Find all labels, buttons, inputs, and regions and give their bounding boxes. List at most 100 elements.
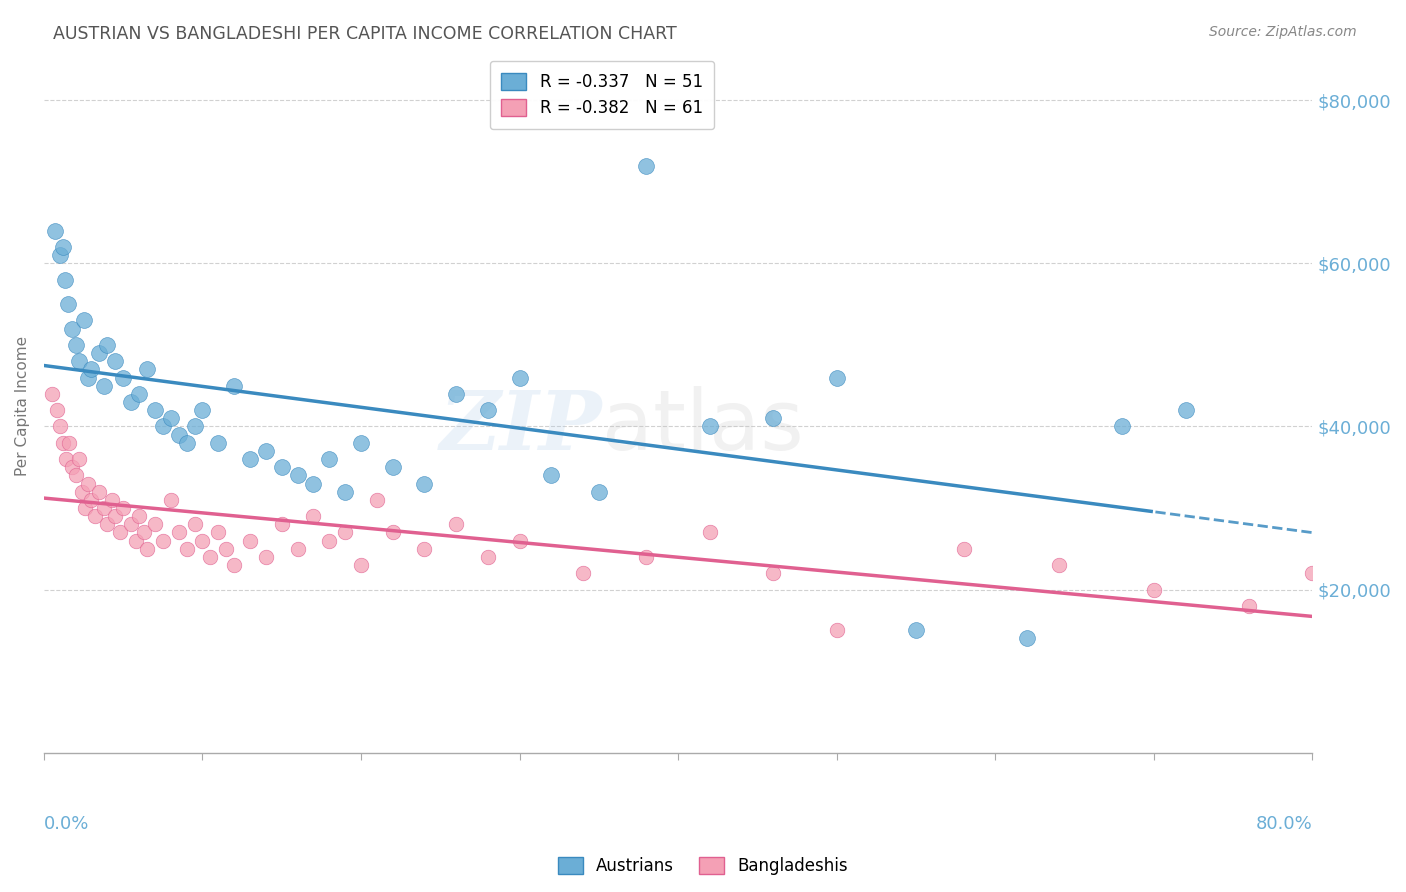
Bangladeshis — [67, 452, 90, 467]
Legend: R = -0.337   N = 51, R = -0.382   N = 61: R = -0.337 N = 51, R = -0.382 N = 61 — [489, 61, 714, 129]
Bangladeshis — [444, 517, 467, 532]
Bangladeshis — [159, 492, 181, 507]
Austrians — [77, 370, 100, 384]
Text: 80.0%: 80.0% — [1256, 815, 1312, 833]
Austrians — [509, 370, 531, 384]
Bangladeshis — [1143, 582, 1166, 597]
Austrians — [52, 240, 75, 254]
Bangladeshis — [1047, 558, 1070, 572]
Bangladeshis — [112, 501, 135, 516]
Text: atlas: atlas — [602, 386, 804, 467]
Austrians — [904, 624, 927, 638]
Austrians — [350, 435, 373, 450]
Austrians — [636, 159, 658, 173]
Austrians — [1174, 403, 1197, 417]
Austrians — [176, 435, 198, 450]
Austrians — [444, 387, 467, 401]
Bangladeshis — [1301, 566, 1323, 581]
Austrians — [167, 427, 190, 442]
Austrians — [80, 362, 103, 376]
Bangladeshis — [191, 533, 214, 548]
Bangladeshis — [58, 435, 80, 450]
Bangladeshis — [62, 460, 84, 475]
Austrians — [93, 378, 115, 392]
Bangladeshis — [636, 549, 658, 564]
Bangladeshis — [270, 517, 292, 532]
Austrians — [65, 338, 87, 352]
Austrians — [191, 403, 214, 417]
Austrians — [67, 354, 90, 368]
Austrians — [152, 419, 174, 434]
Bangladeshis — [125, 533, 148, 548]
Text: AUSTRIAN VS BANGLADESHI PER CAPITA INCOME CORRELATION CHART: AUSTRIAN VS BANGLADESHI PER CAPITA INCOM… — [53, 25, 678, 43]
Bangladeshis — [413, 541, 436, 556]
Bangladeshis — [381, 525, 404, 540]
Austrians — [143, 403, 166, 417]
Bangladeshis — [96, 517, 118, 532]
Text: Source: ZipAtlas.com: Source: ZipAtlas.com — [1209, 25, 1357, 39]
Bangladeshis — [70, 484, 93, 499]
Austrians — [1015, 632, 1038, 646]
Austrians — [89, 346, 111, 360]
Text: ZIP: ZIP — [440, 387, 602, 467]
Bangladeshis — [287, 541, 309, 556]
Bangladeshis — [224, 558, 246, 572]
Bangladeshis — [75, 501, 97, 516]
Austrians — [381, 460, 404, 475]
Austrians — [239, 452, 262, 467]
Bangladeshis — [128, 509, 150, 524]
Austrians — [254, 444, 277, 458]
Austrians — [318, 452, 340, 467]
Bangladeshis — [83, 509, 105, 524]
Bangladeshis — [207, 525, 229, 540]
Bangladeshis — [239, 533, 262, 548]
Bangladeshis — [176, 541, 198, 556]
Austrians — [224, 378, 246, 392]
Austrians — [302, 476, 325, 491]
Austrians — [825, 370, 848, 384]
Bangladeshis — [762, 566, 785, 581]
Austrians — [62, 321, 84, 335]
Austrians — [48, 248, 70, 262]
Austrians — [333, 484, 356, 499]
Bangladeshis — [200, 549, 222, 564]
Bangladeshis — [108, 525, 131, 540]
Bangladeshis — [366, 492, 388, 507]
Bangladeshis — [167, 525, 190, 540]
Austrians — [413, 476, 436, 491]
Austrians — [699, 419, 721, 434]
Bangladeshis — [152, 533, 174, 548]
Bangladeshis — [93, 501, 115, 516]
Bangladeshis — [89, 484, 111, 499]
Bangladeshis — [1237, 599, 1260, 613]
Austrians — [588, 484, 610, 499]
Bangladeshis — [132, 525, 155, 540]
Bangladeshis — [45, 403, 67, 417]
Austrians — [762, 411, 785, 425]
Bangladeshis — [55, 452, 77, 467]
Bangladeshis — [52, 435, 75, 450]
Bangladeshis — [350, 558, 373, 572]
Austrians — [540, 468, 562, 483]
Austrians — [53, 273, 76, 287]
Bangladeshis — [318, 533, 340, 548]
Bangladeshis — [509, 533, 531, 548]
Legend: Austrians, Bangladeshis: Austrians, Bangladeshis — [550, 849, 856, 884]
Bangladeshis — [952, 541, 974, 556]
Bangladeshis — [104, 509, 127, 524]
Bangladeshis — [699, 525, 721, 540]
Bangladeshis — [120, 517, 142, 532]
Bangladeshis — [215, 541, 238, 556]
Austrians — [112, 370, 135, 384]
Bangladeshis — [825, 624, 848, 638]
Austrians — [183, 419, 205, 434]
Austrians — [1111, 419, 1133, 434]
Austrians — [104, 354, 127, 368]
Bangladeshis — [80, 492, 103, 507]
Bangladeshis — [477, 549, 499, 564]
Austrians — [159, 411, 181, 425]
Austrians — [477, 403, 499, 417]
Bangladeshis — [333, 525, 356, 540]
Austrians — [120, 395, 142, 409]
Austrians — [128, 387, 150, 401]
